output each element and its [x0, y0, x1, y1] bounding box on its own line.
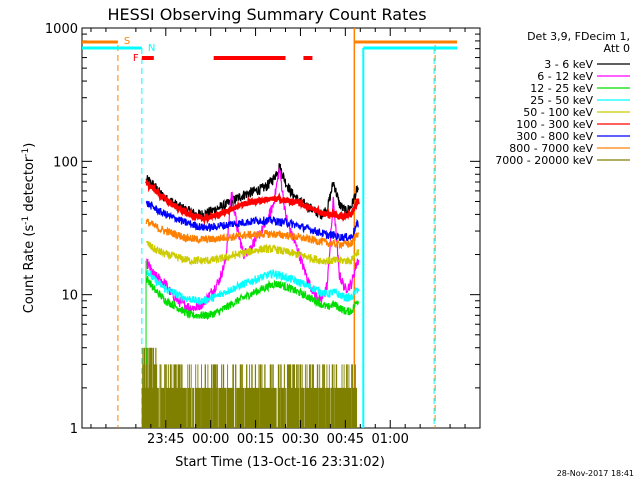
series-line-2 [145, 275, 360, 321]
y-tick-label-0: 1 [70, 422, 78, 437]
legend-label-6: 300 - 800 keV [516, 130, 593, 143]
x-tick-label-3: 00:30 [282, 432, 319, 447]
y-axis-label-main: Count Rate (s [22, 225, 37, 314]
y-tick-label-3: 1000 [45, 22, 78, 37]
legend-label-0: 3 - 6 keV [544, 58, 593, 71]
series-line-3 [145, 269, 360, 305]
legend-label-7: 800 - 7000 keV [509, 142, 593, 155]
x-axis-label: Start Time (13-Oct-16 23:31:02) [175, 455, 385, 470]
legend-header-2: Att 0 [604, 42, 630, 55]
y-axis-label-sup2: -1 [21, 148, 31, 157]
legend-header-1: Det 3,9, FDecim 1, [527, 30, 630, 43]
series-line-4 [145, 240, 360, 266]
series-line-7 [145, 218, 360, 250]
y-tick-label-1: 10 [61, 289, 78, 304]
legend-label-3: 25 - 50 keV [530, 94, 593, 107]
series-group [141, 163, 360, 428]
series-line-8 [141, 347, 358, 428]
saa-label: S [124, 36, 130, 47]
x-tick-label-4: 00:45 [327, 432, 364, 447]
x-tick-label-1: 00:00 [192, 432, 229, 447]
legend-label-4: 50 - 100 keV [523, 106, 593, 119]
series-line-6 [145, 200, 359, 242]
legend-label-2: 12 - 25 keV [530, 82, 593, 95]
series-line-5 [145, 178, 360, 226]
axis-ticks: 23:45 00:00 00:15 00:30 00:45 01:00 1 10 100 1000 [45, 22, 480, 447]
y-tick-label-2: 100 [53, 155, 78, 170]
night-label: N [148, 43, 155, 54]
y-axis-label-mid: detector [22, 156, 37, 216]
y-axis-label-sup1: -1 [21, 216, 31, 225]
chart-title: HESSI Observing Summary Count Rates [107, 5, 426, 24]
x-tick-label-2: 00:15 [237, 432, 274, 447]
x-tick-label-5: 01:00 [371, 432, 408, 447]
footer-timestamp: 28-Nov-2017 18:41 [557, 469, 634, 478]
annotation-bars: S NF [82, 36, 457, 64]
x-tick-label-0: 23:45 [147, 432, 184, 447]
y-axis-label-end: ) [22, 143, 37, 148]
legend-label-8: 7000 - 20000 keV [495, 154, 593, 167]
legend-label-1: 6 - 12 keV [537, 70, 593, 83]
y-axis-label: Count Rate (s-1 detector-1) [21, 143, 37, 314]
legend-label-5: 100 - 300 keV [516, 118, 593, 131]
flare-label: F [133, 53, 139, 64]
